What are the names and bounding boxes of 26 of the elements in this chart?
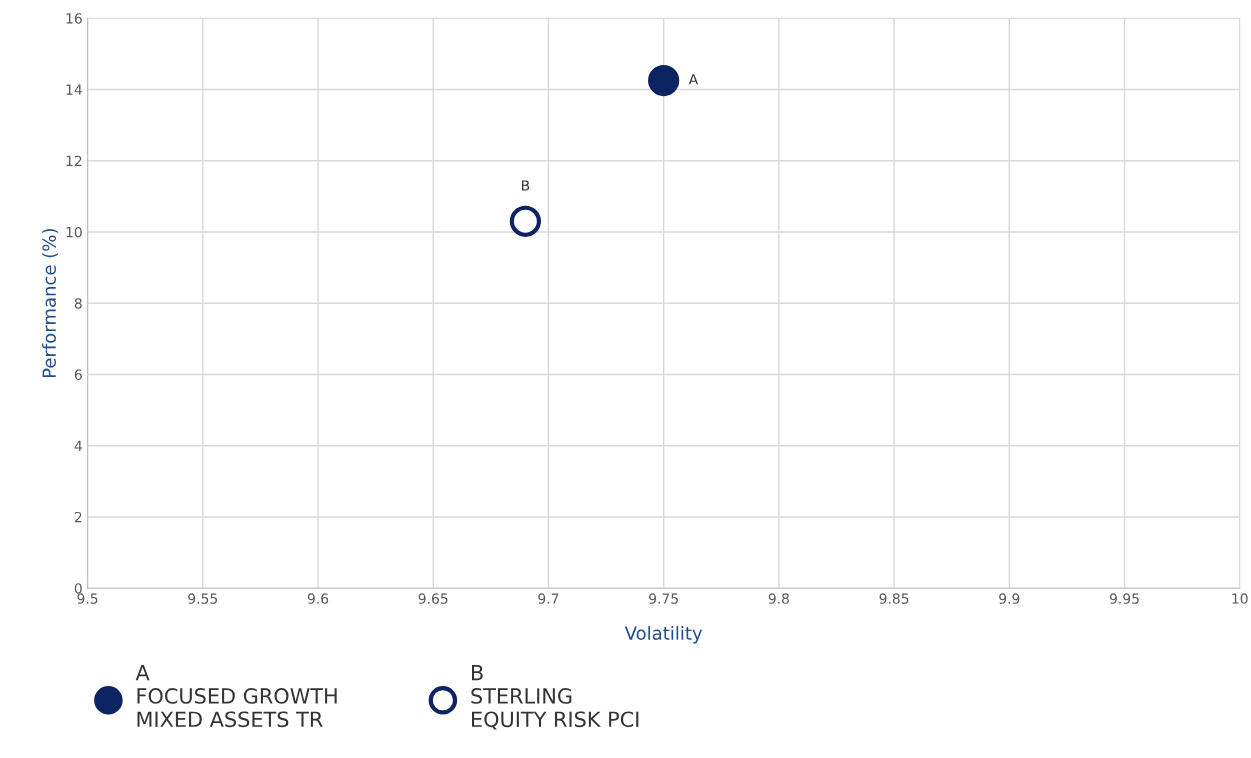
x-tick-label: 9.9 — [999, 593, 1020, 604]
x-tick-label: 9.75 — [649, 593, 678, 604]
x-tick-label: 10 — [1232, 593, 1248, 604]
x-tick-label: 9.95 — [1109, 593, 1139, 604]
y-tick-label: 4 — [74, 440, 82, 451]
x-tick-label: 9.85 — [879, 593, 909, 604]
annotation: B — [521, 180, 530, 191]
y-tick-label: 10 — [66, 226, 82, 238]
legend-label: B STERLING EQUITY RISK PCI — [471, 665, 639, 730]
annotation: A — [688, 74, 699, 85]
y-tick-label: 16 — [66, 13, 82, 24]
x-tick-label: 9.8 — [768, 593, 789, 604]
y-tick-label: 14 — [66, 84, 82, 95]
legend-label: A FOCUSED GROWTH MIXED ASSETS TR — [135, 665, 337, 728]
y-tick-label: 6 — [74, 369, 82, 380]
x-tick-label: 9.6 — [307, 593, 329, 604]
y-axis-title: Performance (%) — [42, 229, 59, 378]
x-tick-label: 9.5 — [77, 593, 98, 604]
x-axis-title: Volatility — [624, 625, 703, 644]
x-tick-label: 9.65 — [418, 593, 448, 604]
y-tick-label: 8 — [74, 298, 82, 309]
x-tick-label: 9.55 — [188, 593, 218, 604]
y-tick-label: 2 — [74, 511, 82, 523]
y-tick-label: 12 — [66, 155, 82, 166]
x-tick-label: 9.7 — [538, 593, 559, 604]
y-tick-label: 0 — [74, 583, 82, 594]
